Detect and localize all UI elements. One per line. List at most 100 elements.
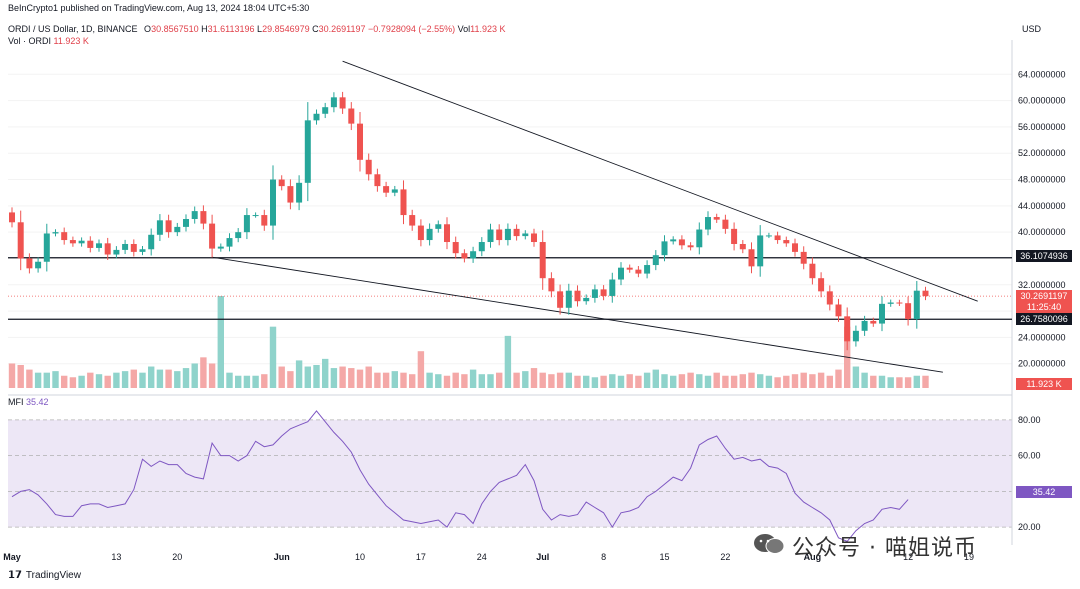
volume-bar bbox=[513, 372, 520, 388]
volume-bar bbox=[287, 371, 294, 388]
candle-body bbox=[618, 267, 624, 280]
candle-body bbox=[278, 179, 285, 187]
volume-bar bbox=[278, 366, 285, 388]
volume-bar bbox=[34, 372, 42, 388]
volume-bar bbox=[722, 375, 729, 388]
volume-bar bbox=[87, 372, 94, 388]
price-tick-label: 64.0000000 bbox=[1018, 69, 1066, 79]
resistance-tag: 36.1074936 bbox=[1016, 250, 1072, 262]
volume-bar bbox=[635, 375, 642, 388]
candle-body bbox=[61, 232, 68, 241]
price-tick-label: 20.0000000 bbox=[1018, 359, 1066, 369]
volume-bar bbox=[556, 372, 564, 388]
volume-bar bbox=[609, 374, 616, 388]
candle-body bbox=[148, 234, 155, 250]
candle-body bbox=[713, 217, 720, 220]
candle-body bbox=[365, 159, 372, 175]
candle-body bbox=[861, 320, 868, 331]
candle-body bbox=[844, 316, 851, 342]
candle-body bbox=[52, 232, 59, 234]
current-price-tag: 30.2691197 bbox=[1016, 290, 1072, 302]
candle-body bbox=[739, 243, 746, 250]
candle-body bbox=[243, 215, 250, 233]
candle-body bbox=[357, 123, 363, 160]
time-tick-label: 13 bbox=[111, 552, 121, 562]
volume-bar bbox=[757, 374, 764, 388]
candle-body bbox=[678, 239, 685, 246]
candle-body bbox=[826, 291, 833, 305]
volume-bar bbox=[304, 366, 311, 388]
candle-body bbox=[687, 245, 694, 248]
candle-body bbox=[69, 240, 76, 244]
time-tick-label: 12 bbox=[903, 552, 913, 562]
volume-bar bbox=[504, 335, 512, 388]
candle-body bbox=[313, 113, 320, 121]
candle-body bbox=[417, 225, 424, 241]
volume-bar bbox=[417, 351, 425, 388]
candle-body bbox=[583, 297, 590, 302]
volume-tag: 11.923 K bbox=[1016, 378, 1072, 390]
time-tick-label: 10 bbox=[355, 552, 365, 562]
price-tick-label: 60.0000000 bbox=[1018, 96, 1066, 106]
volume-bar bbox=[139, 372, 146, 388]
candle-body bbox=[296, 182, 303, 203]
candle-body bbox=[835, 304, 842, 317]
candle-body bbox=[705, 217, 711, 230]
volume-bar bbox=[530, 368, 538, 388]
volume-bar bbox=[469, 369, 477, 388]
volume-bar bbox=[130, 369, 137, 388]
volume-bar bbox=[461, 374, 468, 388]
currency-label[interactable]: USD bbox=[1022, 24, 1042, 34]
volume-bar bbox=[765, 375, 773, 388]
volume-bar bbox=[539, 372, 546, 388]
candle-body bbox=[35, 261, 42, 269]
volume-bar bbox=[356, 369, 364, 388]
candle-body bbox=[792, 243, 798, 252]
volume-bar bbox=[261, 374, 268, 388]
volume-bar bbox=[861, 372, 868, 388]
candle-body bbox=[452, 242, 459, 254]
mfi-tick-label: 80.00 bbox=[1018, 415, 1041, 425]
candle-body bbox=[261, 215, 268, 226]
volume-bar bbox=[496, 372, 503, 388]
volume-bar bbox=[696, 374, 703, 388]
volume-bar bbox=[52, 371, 59, 388]
volume-bar bbox=[878, 375, 886, 388]
volume-bars bbox=[8, 296, 929, 388]
candle-body bbox=[217, 246, 224, 249]
volume-bar bbox=[443, 375, 451, 388]
candle-body bbox=[774, 235, 781, 241]
candle-body bbox=[731, 228, 738, 244]
candle-body bbox=[304, 120, 311, 183]
candle-body bbox=[174, 226, 181, 233]
mfi-grid bbox=[8, 419, 1012, 528]
tradingview-logo[interactable]: 𝟭𝟳 TradingView bbox=[8, 570, 81, 581]
volume-bar bbox=[783, 375, 790, 388]
volume-bar bbox=[182, 368, 190, 388]
candle-body bbox=[200, 211, 207, 224]
candle-body bbox=[235, 232, 242, 239]
candle-body bbox=[800, 251, 807, 264]
mfi-tick-label: 20.00 bbox=[1018, 522, 1041, 532]
candle-body bbox=[783, 240, 790, 244]
volume-bar bbox=[678, 374, 686, 388]
candle-body bbox=[122, 243, 129, 250]
support-tag: 26.7580096 bbox=[1016, 313, 1072, 325]
candle-body bbox=[391, 189, 398, 193]
volume-bar bbox=[113, 372, 120, 388]
candle-body bbox=[574, 290, 581, 302]
volume-bar bbox=[835, 369, 842, 388]
candle-body bbox=[252, 215, 259, 217]
time-tick-label: 20 bbox=[172, 552, 182, 562]
time-tick-label: Aug bbox=[804, 552, 822, 562]
volume-bar bbox=[95, 374, 103, 388]
volume-bar bbox=[269, 326, 277, 388]
volume-bar bbox=[904, 377, 912, 388]
mfi-legend: MFI 35.42 bbox=[8, 397, 49, 407]
price-tick-label: 56.0000000 bbox=[1018, 122, 1066, 132]
volume-bar bbox=[400, 372, 407, 388]
volume-bar bbox=[61, 375, 68, 388]
candle-body bbox=[322, 107, 329, 114]
candle-body bbox=[191, 211, 198, 219]
